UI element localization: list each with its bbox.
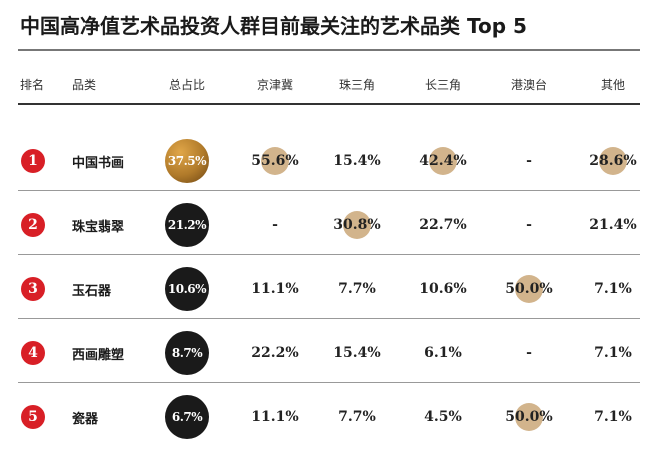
- category-label: 中国书画: [72, 156, 125, 171]
- rank-badge: 4: [21, 341, 45, 365]
- total-share-circle: 37.5%: [165, 139, 209, 183]
- region-value: 7.1%: [594, 409, 632, 425]
- rank-badge: 5: [21, 405, 45, 429]
- column-header: 排名: [20, 78, 45, 92]
- category-label: 瓷器: [72, 412, 99, 427]
- total-share-circle: 8.7%: [165, 331, 209, 375]
- row-divider: [18, 318, 640, 319]
- column-header: 品类: [72, 78, 97, 92]
- region-value: 7.7%: [338, 281, 376, 297]
- region-value: 7.1%: [594, 281, 632, 297]
- region-value: 11.1%: [251, 409, 299, 425]
- total-share-circle: 6.7%: [165, 395, 209, 439]
- region-value: 6.1%: [424, 345, 462, 361]
- region-value: 28.6%: [589, 153, 637, 169]
- column-header: 其他: [600, 78, 626, 92]
- header-divider: [18, 103, 640, 105]
- total-share-circle: 21.2%: [165, 203, 209, 247]
- column-header: 珠三角: [338, 78, 376, 92]
- category-label: 西画雕塑: [72, 348, 125, 363]
- rank-badge: 2: [21, 213, 45, 237]
- region-value: 15.4%: [333, 153, 381, 169]
- row-divider: [18, 190, 640, 191]
- region-value: 50.0%: [505, 409, 553, 425]
- region-value: 30.8%: [333, 217, 381, 233]
- region-value: 11.1%: [251, 281, 299, 297]
- highlight-bubble: [515, 275, 543, 303]
- region-value: 21.4%: [589, 217, 637, 233]
- column-header: 长三角: [424, 78, 462, 92]
- category-label: 珠宝翡翠: [72, 220, 125, 235]
- highlight-bubble: [343, 211, 371, 239]
- region-value: -: [272, 217, 278, 233]
- highlight-bubble: [599, 147, 627, 175]
- region-value: -: [526, 345, 532, 361]
- region-value: 10.6%: [419, 281, 467, 297]
- region-value: 42.4%: [419, 153, 467, 169]
- region-value: 50.0%: [505, 281, 553, 297]
- column-header: 港澳台: [510, 78, 548, 92]
- region-value: 7.1%: [594, 345, 632, 361]
- region-value: 15.4%: [333, 345, 381, 361]
- rank-badge: 3: [21, 277, 45, 301]
- row-divider: [18, 382, 640, 383]
- column-header: 总占比: [168, 78, 206, 92]
- column-header: 京津冀: [256, 78, 294, 92]
- region-value: 22.7%: [419, 217, 467, 233]
- highlight-bubble: [261, 147, 289, 175]
- category-label: 玉石器: [72, 284, 112, 299]
- region-value: 22.2%: [251, 345, 299, 361]
- total-share-circle: 10.6%: [165, 267, 209, 311]
- rank-badge: 1: [21, 149, 45, 173]
- region-value: -: [526, 153, 532, 169]
- highlight-bubble: [429, 147, 457, 175]
- region-value: 55.6%: [251, 153, 299, 169]
- highlight-bubble: [515, 403, 543, 431]
- region-value: 7.7%: [338, 409, 376, 425]
- chart-title: 中国高净值艺术品投资人群目前最关注的艺术品类 Top 5: [20, 14, 527, 38]
- region-value: -: [526, 217, 532, 233]
- region-value: 4.5%: [424, 409, 462, 425]
- row-divider: [18, 254, 640, 255]
- title-divider: [18, 49, 640, 51]
